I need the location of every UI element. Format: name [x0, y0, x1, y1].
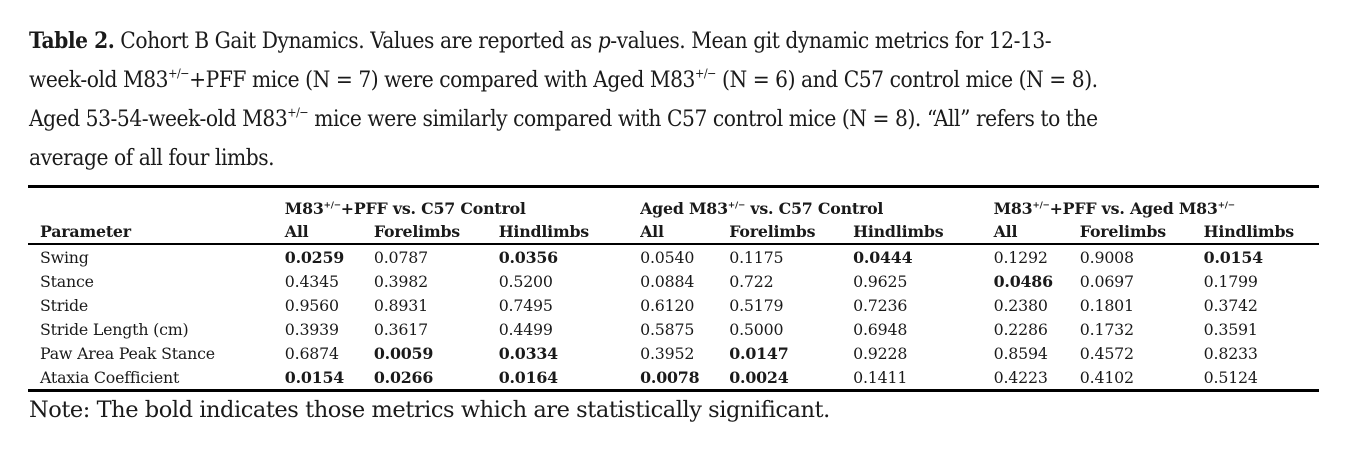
p-value-cell: 0.1799: [1203, 271, 1258, 291]
p-value-cell-significant: 0.0356: [498, 247, 558, 267]
p-value-cell: 0.0540: [640, 247, 695, 267]
p-value-cell-significant: 0.0486: [993, 271, 1053, 291]
parameter-cell: Ataxia Coefficient: [28, 365, 285, 392]
group-header-empty: [28, 185, 285, 219]
p-value-cell: 0.5179: [729, 295, 784, 315]
p-value-cell: 0.722: [729, 271, 774, 291]
table-row: Stride Length (cm) 0.3939 0.3617 0.4499 0.58…: [28, 317, 1319, 341]
parameter-cell: Paw Area Peak Stance: [40, 343, 215, 363]
parameter-cell: Swing: [40, 247, 89, 267]
p-value-cell: 0.9228: [853, 343, 908, 363]
p-value-cell: 0.1801: [1079, 295, 1134, 315]
p-value-cell: 0.7236: [853, 295, 908, 315]
group-header: Aged M83+/− vs. C57 Control: [640, 185, 994, 219]
p-value-cell: 0.0697: [1079, 271, 1134, 291]
parameter-cell: Stance: [40, 271, 94, 291]
p-value-cell-significant: 0.0059: [373, 343, 434, 363]
table-row: Stride 0.9560 0.8931 0.7495 0.6120 0.5179 0.72…: [28, 293, 1319, 317]
p-value-cell: 0.8931: [373, 295, 428, 315]
p-value-cell: 0.3982: [373, 271, 428, 291]
p-value-cell: 0.9560: [284, 295, 339, 315]
p-value-cell: 0.5000: [729, 319, 784, 339]
column-header: Forelimbs: [729, 219, 854, 245]
p-value-cell: 0.4102: [1079, 365, 1204, 392]
p-value-cell-significant: 0.0266: [373, 365, 499, 392]
table-row: Paw Area Peak Stance 0.6874 0.0059 0.0334 0.…: [28, 341, 1319, 365]
p-value-cell: 0.6948: [853, 319, 908, 339]
p-value-cell-significant: 0.0078: [640, 365, 730, 392]
p-value-cell-significant: 0.0147: [729, 343, 789, 363]
parameter-cell: Stride: [40, 295, 89, 315]
p-value-cell: 0.3952: [640, 343, 695, 363]
p-value-cell: 0.0787: [373, 247, 428, 267]
p-value-cell-significant: 0.0154: [284, 365, 374, 392]
column-header: Hindlimbs: [498, 219, 641, 245]
group-header: M83+/−+PFF vs. C57 Control: [284, 185, 641, 219]
p-value-cell: 0.4499: [498, 319, 553, 339]
p-value-cell: 0.5200: [498, 271, 553, 291]
p-value-cell: 0.1175: [729, 247, 784, 267]
p-value-cell-significant: 0.0259: [284, 247, 345, 267]
p-value-cell: 0.5875: [640, 319, 695, 339]
p-value-cell: 0.2286: [993, 319, 1048, 339]
p-value-cell: 0.9625: [853, 271, 908, 291]
p-value-cell: 0.3742: [1203, 295, 1258, 315]
column-header: All: [640, 219, 730, 245]
p-value-cell: 0.7495: [498, 295, 553, 315]
table-row: Swing 0.0259 0.0787 0.0356 0.0540 0.1175 0.044…: [28, 244, 1319, 269]
gait-dynamics-table: M83+/−+PFF vs. C57 Control Aged M83+/− v…: [28, 185, 1319, 392]
p-value-cell-significant: 0.0164: [498, 365, 641, 392]
p-value-cell: 0.6120: [640, 295, 695, 315]
column-header: All: [993, 219, 1080, 245]
p-value-cell: 0.6874: [284, 343, 339, 363]
column-header: Hindlimbs: [1203, 219, 1319, 245]
p-value-cell: 0.0884: [640, 271, 695, 291]
p-value-cell: 0.4345: [284, 271, 339, 291]
p-value-cell: 0.4223: [993, 365, 1080, 392]
p-value-cell: 0.8233: [1203, 343, 1258, 363]
p-value-cell: 0.4572: [1079, 343, 1134, 363]
column-header: Parameter: [28, 219, 285, 245]
p-value-cell: 0.3591: [1203, 319, 1258, 339]
p-value-cell: 0.3939: [284, 319, 339, 339]
column-header: All: [284, 219, 374, 245]
column-header-row: Parameter All Forelimbs Hindlimbs All Forelim…: [28, 219, 1319, 245]
table-row: Ataxia Coefficient 0.0154 0.0266 0.0164 0.00…: [28, 365, 1319, 392]
group-header: M83+/−+PFF vs. Aged M83+/−: [993, 185, 1319, 219]
caption-label: Table 2.: [29, 28, 115, 54]
p-value-cell: 0.5124: [1203, 365, 1319, 392]
p-value-cell: 0.1411: [853, 365, 994, 392]
p-value-cell: 0.9008: [1079, 247, 1134, 267]
table-note: Note: The bold indicates those metrics w…: [29, 397, 830, 423]
table-row: Stance 0.4345 0.3982 0.5200 0.0884 0.722 0.962…: [28, 269, 1319, 293]
column-header: Forelimbs: [1079, 219, 1204, 245]
p-value-cell-significant: 0.0334: [498, 343, 558, 363]
p-value-cell-significant: 0.0444: [853, 247, 913, 267]
p-value-cell: 0.1732: [1079, 319, 1134, 339]
p-value-cell: 0.8594: [993, 343, 1048, 363]
p-value-cell-significant: 0.0154: [1203, 247, 1263, 267]
column-header: Forelimbs: [373, 219, 499, 245]
p-value-cell: 0.2380: [993, 295, 1048, 315]
table-body: Swing 0.0259 0.0787 0.0356 0.0540 0.1175 0.044…: [28, 244, 1319, 392]
p-value-cell: 0.3617: [373, 319, 428, 339]
group-header-row: M83+/−+PFF vs. C57 Control Aged M83+/− v…: [28, 185, 1319, 219]
parameter-cell: Stride Length (cm): [40, 319, 189, 339]
p-value-cell-significant: 0.0024: [729, 365, 854, 392]
column-header: Hindlimbs: [853, 219, 994, 245]
p-value-cell: 0.1292: [993, 247, 1048, 267]
table-caption: Table 2. Cohort B Gait Dynamics. Values …: [29, 28, 1098, 171]
